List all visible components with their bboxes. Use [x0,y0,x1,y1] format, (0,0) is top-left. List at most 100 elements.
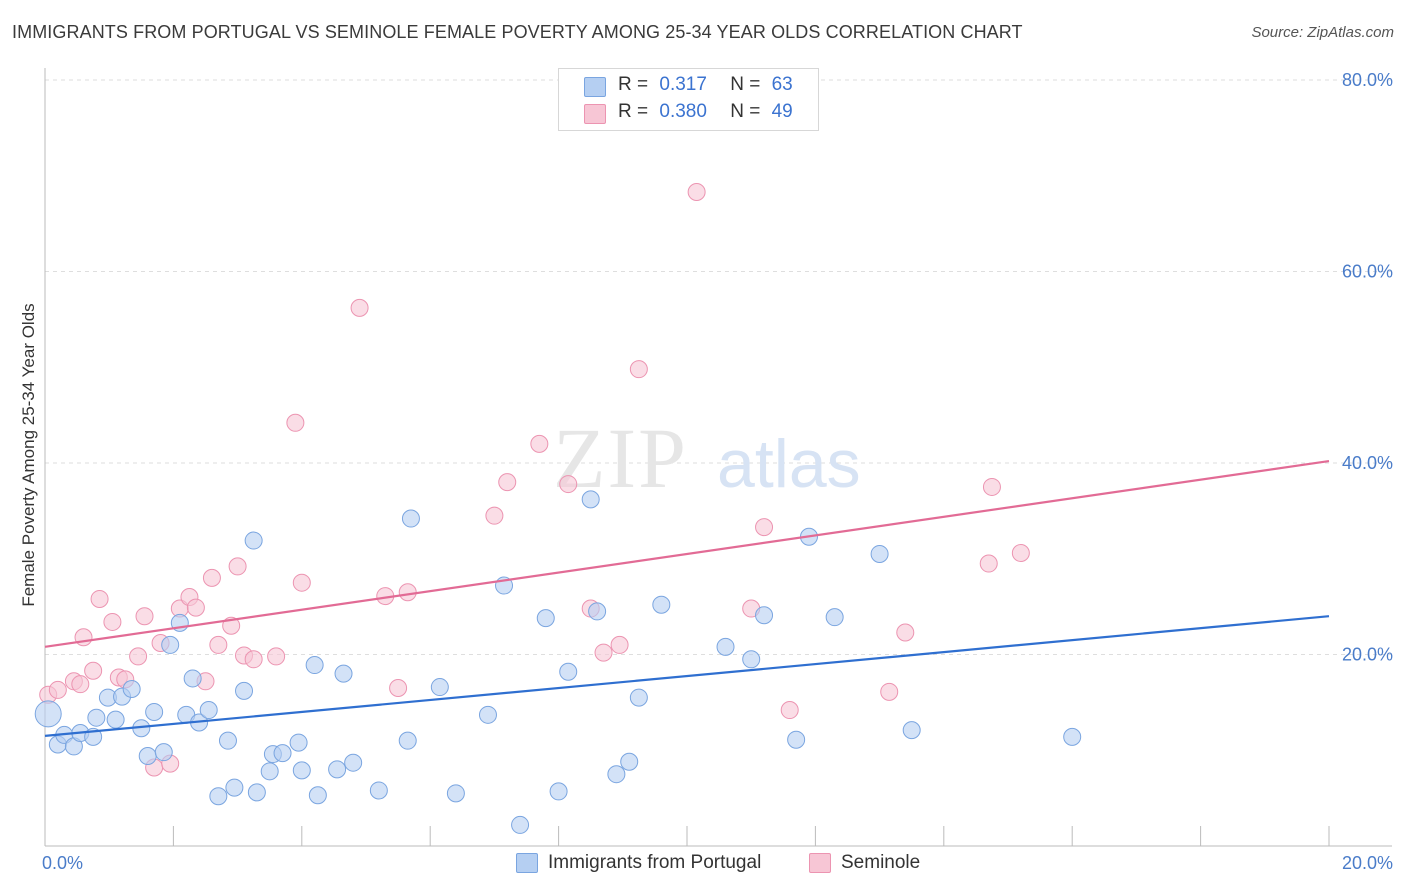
portugal-point [430,678,449,697]
portugal-point [588,602,607,621]
legend-swatch-seminole [584,104,606,124]
portugal-point [446,784,465,803]
seminole-point [629,360,648,379]
legend-swatch-seminole [809,853,831,873]
seminole-point [202,568,221,587]
portugal-point [787,730,806,749]
seminole-point [228,557,247,576]
portugal-point [629,688,648,707]
seminole-point [129,647,148,666]
portugal-point [154,743,173,762]
portugal-point [138,746,157,765]
portugal-trend-line [44,615,1330,737]
portugal-point [742,650,761,669]
seminole-point [292,573,311,592]
portugal-point [398,731,417,750]
seminole-point [1011,544,1030,563]
seminole-trend-line [44,459,1330,648]
portugal-point [225,778,244,797]
seminole-point [350,298,369,317]
portugal-point [559,662,578,681]
seminole-point [209,635,228,654]
portugal-point [289,733,308,752]
portugal-point [581,490,600,509]
portugal-point [1063,727,1082,746]
seminole-point [979,554,998,573]
portugal-point [260,762,279,781]
legend-n-label: N = [730,101,761,122]
portugal-point [652,595,671,614]
portugal-point [199,701,218,720]
portugal-point [122,679,141,698]
watermark-zip: ZIP [553,410,688,506]
portugal-point [401,509,420,528]
series-portugal-points [34,490,1082,834]
seminole-point [687,183,706,202]
seminole-point [780,701,799,720]
legend-label-seminole: Seminole [841,852,921,873]
legend-r-label: R = [618,101,649,122]
portugal-point [536,609,555,628]
trend-lines [44,459,1330,737]
portugal-point [620,752,639,771]
stats-legend: R = 0.317 N = 63 R = 0.380 N = 49 [558,68,819,131]
seminole-point [389,679,408,698]
portugal-point [716,637,735,656]
legend-item-portugal[interactable]: Immigrants from Portugal [516,852,761,874]
legend-swatch-portugal [516,853,538,873]
portugal-point [87,708,106,727]
seminole-point [530,434,549,453]
watermark-atlas: atlas [717,426,861,502]
legend-label-portugal: Immigrants from Portugal [548,852,762,873]
seminole-point [559,475,578,494]
y-tick-label: 80.0% [1342,70,1393,90]
seminole-point [84,661,103,680]
legend-r-value: 0.317 [659,74,707,95]
seminole-point [186,598,205,617]
portugal-point [305,656,324,675]
series-seminole-points [39,183,1030,777]
portugal-point [308,786,327,805]
chart-title: IMMIGRANTS FROM PORTUGAL VS SEMINOLE FEM… [12,22,1023,42]
source-credit: Source: ZipAtlas.com [1251,24,1394,41]
legend-r-value: 0.380 [659,101,707,122]
seminole-point [398,583,417,602]
y-tick-label: 60.0% [1342,262,1393,282]
portugal-point [106,710,125,729]
legend-r-label: R = [618,74,649,95]
tick-labels: 20.0% 40.0% 60.0% 80.0% 0.0% 20.0% [42,70,1393,873]
portugal-point [235,681,254,700]
seminole-point [286,413,305,432]
seminole-point [896,623,915,642]
portugal-point [273,744,292,763]
seminole-point [71,675,90,694]
seminole-point [594,643,613,662]
portugal-point [478,705,497,724]
portugal-point [244,531,263,550]
portugal-point [183,669,202,688]
seminole-point [267,647,286,666]
y-tick-label: 20.0% [1342,645,1393,665]
seminole-point [982,477,1001,496]
gridlines [45,79,1392,655]
seminole-point [498,473,517,492]
legend-item-seminole[interactable]: Seminole [809,852,920,874]
portugal-point [344,753,363,772]
portugal-point [755,606,774,625]
seminole-point [755,518,774,537]
seminole-point [48,680,67,699]
seminole-point [880,682,899,701]
seminole-point [610,635,629,654]
portugal-point [369,781,388,800]
legend-n-label: N = [730,74,761,95]
seminole-point [485,506,504,525]
portugal-point [161,635,180,654]
legend-swatch-portugal [584,77,606,97]
seminole-point [244,650,263,669]
portugal-point [870,544,889,563]
portugal-point [247,783,266,802]
portugal-point [145,702,164,721]
portugal-point [549,782,568,801]
seminole-point [90,589,109,608]
